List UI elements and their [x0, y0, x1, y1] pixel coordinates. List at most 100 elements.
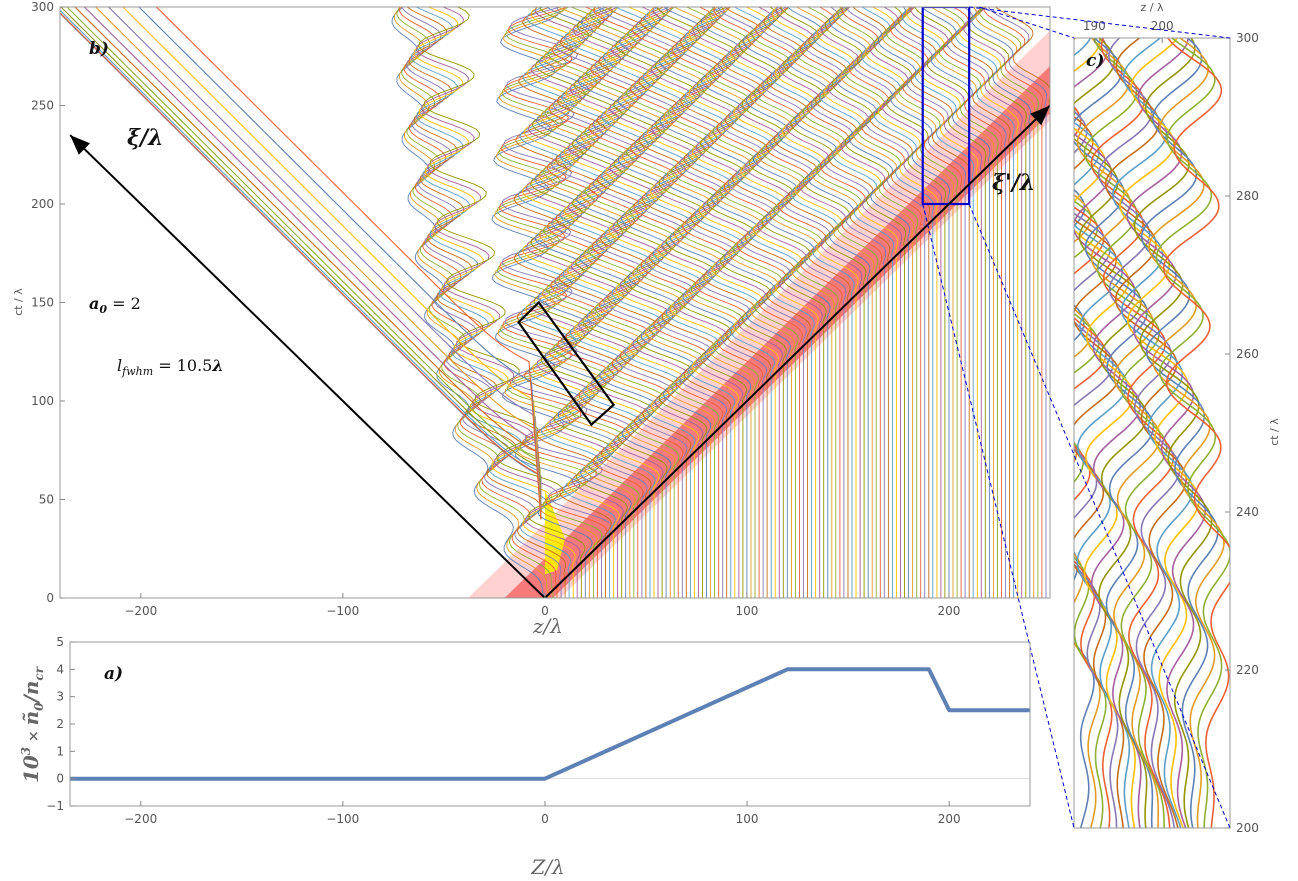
density-profile-line [70, 667, 1030, 781]
lfwhm-subscript: fwhm [121, 365, 153, 378]
zoomed-trajectory [1074, 38, 1131, 828]
electron-trajectory [845, 7, 927, 598]
electron-trajectory [630, 7, 724, 598]
electron-trajectory [767, 7, 855, 598]
zoomed-trajectory [1126, 38, 1207, 828]
ylabel-slash: / [19, 693, 43, 704]
laser-band-core [504, 66, 1050, 598]
x-tick-label: −100 [326, 812, 359, 826]
electron-trajectory [861, 7, 934, 598]
panel-c-ylabel: ct / λ [1268, 418, 1281, 446]
zoomed-trajectory [1074, 188, 1095, 828]
electron-trajectory [738, 7, 827, 598]
x-tick-label: 200 [938, 604, 961, 618]
panel-b-ylabel: ct / λ [12, 288, 25, 316]
electron-trajectory [496, 7, 603, 598]
electron-trajectory [734, 7, 823, 598]
y-tick-label: 200 [1236, 821, 1259, 835]
panel-a-ylabel: 103 × ñ0/ncr [19, 665, 46, 783]
electron-trajectory [721, 7, 811, 598]
zoomed-trajectory [1083, 38, 1168, 828]
electron-trajectory [638, 7, 732, 598]
x-tick-label: −200 [124, 812, 157, 826]
electron-trajectory [877, 7, 950, 598]
y-tick-label: 0 [46, 591, 54, 605]
zoom-connector-line [968, 203, 1231, 829]
electron-trajectory [746, 7, 835, 598]
electron-trajectory [902, 7, 975, 598]
y-tick-label: 200 [31, 197, 54, 211]
y-tick-label: 280 [1236, 189, 1259, 203]
electron-trajectory [742, 7, 831, 598]
x-tick-label: 100 [735, 604, 758, 618]
electron-trajectory [650, 7, 744, 598]
electron-trajectory [910, 7, 983, 598]
panel-c-xlabel: z / λ [1141, 1, 1164, 14]
zoomed-trajectory [1133, 38, 1213, 828]
electron-trajectory [771, 7, 859, 598]
panel-a-density-profile [70, 667, 1030, 781]
y-tick-label: 100 [31, 394, 54, 408]
x-tick-label: 100 [736, 812, 759, 826]
reflected-trajectory [66, 7, 542, 520]
y-tick-label: 260 [1236, 347, 1259, 361]
zoom-connector-line [979, 6, 1075, 39]
lfwhm-annotation: lfwhm = 10.5λ [117, 356, 224, 378]
y-tick-label: 2 [56, 717, 64, 731]
electron-trajectory [726, 7, 815, 598]
zoom-box [921, 7, 971, 206]
y-tick-label: 250 [31, 99, 54, 113]
axis-arrow-line [69, 134, 546, 598]
zoomed-trajectory [1074, 104, 1107, 828]
electron-trajectory [898, 7, 971, 598]
x-tick-label: 190 [1083, 19, 1106, 33]
a0-subscript: 0 [99, 303, 107, 316]
a0-symbol: a [89, 294, 99, 313]
y-tick-label: 240 [1236, 505, 1259, 519]
ylabel-times: × [26, 725, 42, 746]
electron-trajectory [498, 7, 608, 598]
electron-trajectory [775, 7, 863, 598]
reflected-trajectory [60, 7, 542, 520]
electron-trajectory [659, 7, 752, 598]
electron-trajectory [995, 7, 1050, 598]
y-tick-label: 150 [31, 296, 54, 310]
electron-trajectory [717, 7, 807, 598]
lfwhm-unit: λ [211, 356, 223, 375]
electron-trajectory [894, 7, 967, 598]
electron-trajectory [730, 7, 819, 598]
y-tick-label: 300 [31, 0, 54, 14]
panel-b-trajectories [60, 7, 1050, 598]
ylabel-n-sub: 0 [32, 702, 46, 711]
electron-trajectory [642, 7, 736, 598]
electron-trajectory [914, 7, 987, 598]
zoom-connector-line [969, 6, 1231, 39]
ylabel-exponent: 3 [19, 747, 33, 755]
panel-b-xlabel: z/λ [532, 614, 563, 638]
panel-a-frame [69, 641, 1031, 807]
electron-trajectory [538, 7, 636, 598]
y-tick-label: 300 [1236, 31, 1259, 45]
axis-arrow-line [544, 104, 1050, 598]
zoomed-trajectory [1111, 38, 1194, 828]
electron-trajectory [646, 7, 740, 598]
panel-c-trajectories [1074, 38, 1230, 828]
electron-trajectory [987, 7, 1047, 598]
panel-c-frame [1073, 37, 1231, 829]
x-tick-label: 0 [541, 604, 549, 618]
electron-trajectory [763, 7, 851, 598]
ylabel-ncr-sub: cr [32, 665, 46, 680]
y-tick-label: 50 [39, 493, 54, 507]
reflected-trajectory [84, 7, 542, 520]
electron-trajectory [812, 7, 895, 598]
electron-trajectory [391, 7, 546, 598]
y-tick-label: 220 [1236, 663, 1259, 677]
electron-trajectory [885, 7, 959, 598]
electron-trajectory [418, 7, 586, 598]
a0-annotation: a0 = 2 [89, 294, 141, 316]
electron-trajectory [979, 7, 1039, 598]
electron-trajectory [542, 7, 640, 598]
electron-trajectory [563, 7, 660, 598]
zoomed-trajectory [1148, 38, 1225, 828]
